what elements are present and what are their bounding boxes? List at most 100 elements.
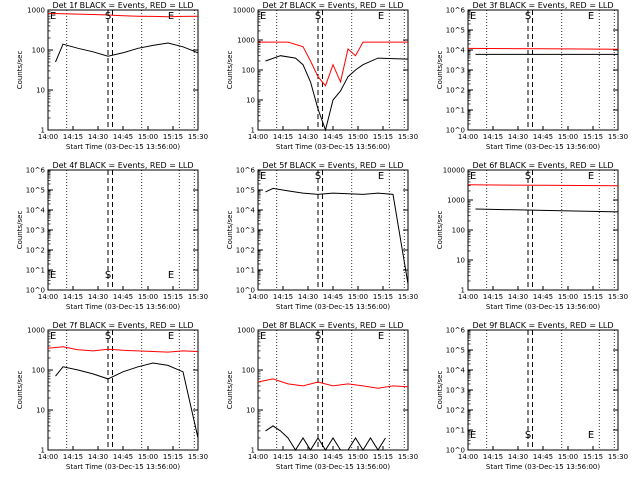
y-tick-label: 10^2 xyxy=(236,247,255,255)
panel-title: Det 8f BLACK = Events, RED = LLD xyxy=(262,321,403,330)
series-line-1 xyxy=(55,362,199,439)
y-tick-label: 10^1 xyxy=(236,267,255,275)
x-tick-label: 14:30 xyxy=(508,453,528,461)
x-tick-label: 15:15 xyxy=(373,133,393,141)
x-tick-label: 15:30 xyxy=(608,293,628,301)
series-line-1 xyxy=(55,42,199,63)
y-axis-label: Counts/sec xyxy=(16,371,24,410)
event-marker: S xyxy=(525,171,531,182)
y-axis-label: Counts/sec xyxy=(226,371,234,410)
x-axis-label: Start Time (03-Dec-15 13:56:00) xyxy=(66,143,180,151)
x-tick-label: 15:30 xyxy=(398,293,418,301)
series-line-0 xyxy=(467,184,619,187)
event-marker: E xyxy=(260,11,266,22)
y-tick-label: 10^5 xyxy=(236,187,255,195)
y-tick-label: 10 xyxy=(456,257,465,265)
plot-frame xyxy=(257,9,409,131)
x-tick-label: 15:15 xyxy=(583,133,603,141)
event-marker: E xyxy=(470,11,476,22)
y-tick-label: 10^4 xyxy=(26,207,46,215)
y-tick-label: 1 xyxy=(461,287,465,295)
panel-title: Det 4f BLACK = Events, RED = LLD xyxy=(52,161,193,170)
x-tick-label: 14:00 xyxy=(248,453,268,461)
panel-title: Det 7f BLACK = Events, RED = LLD xyxy=(52,321,193,330)
plot-frame xyxy=(467,169,619,291)
panel-4: Det 4f BLACK = Events, RED = LLD 10^0 10^1… xyxy=(16,161,208,311)
plot-frame xyxy=(467,9,619,131)
event-marker: E xyxy=(168,11,174,22)
event-marker: E xyxy=(470,171,476,182)
panel-3: Det 3f BLACK = Events, RED = LLD 10^0 10^1… xyxy=(436,1,628,151)
x-tick-label: 14:30 xyxy=(298,293,318,301)
x-tick-label: 15:15 xyxy=(583,293,603,301)
panel-title: Det 2f BLACK = Events, RED = LLD xyxy=(262,1,403,10)
y-tick-label: 1000 xyxy=(447,197,465,205)
x-tick-label: 14:45 xyxy=(533,453,553,461)
y-tick-label: 1 xyxy=(251,447,255,455)
event-marker: S xyxy=(525,11,531,22)
x-tick-label: 14:15 xyxy=(63,453,83,461)
x-tick-label: 15:00 xyxy=(138,453,158,461)
x-tick-label: 15:30 xyxy=(398,133,418,141)
x-tick-label: 14:45 xyxy=(113,293,133,301)
y-tick-label: 10^3 xyxy=(446,67,465,75)
y-axis-label: Counts/sec xyxy=(226,211,234,250)
panel-title: Det 6f BLACK = Events, RED = LLD xyxy=(472,161,613,170)
event-marker: E xyxy=(588,430,594,441)
x-tick-label: 14:00 xyxy=(38,133,58,141)
y-tick-label: 10^6 xyxy=(26,167,46,175)
panel-title: Det 3f BLACK = Events, RED = LLD xyxy=(472,1,613,10)
plot-frame xyxy=(467,329,619,451)
event-marker: S xyxy=(315,171,321,182)
y-tick-label: 10^4 xyxy=(446,47,466,55)
x-tick-label: 14:30 xyxy=(508,133,528,141)
y-tick-label: 10^4 xyxy=(446,367,466,375)
event-marker: E xyxy=(378,171,384,182)
event-marker: S xyxy=(315,331,321,342)
y-tick-label: 1 xyxy=(41,447,45,455)
x-tick-label: 14:45 xyxy=(533,133,553,141)
x-tick-label: 14:00 xyxy=(248,133,268,141)
x-axis-label: Start Time (03-Dec-15 13:56:00) xyxy=(66,303,180,311)
y-tick-label: 100 xyxy=(32,47,45,55)
y-tick-label: 10 xyxy=(36,407,45,415)
y-tick-label: 10^6 xyxy=(446,327,466,335)
x-tick-label: 14:45 xyxy=(113,133,133,141)
x-tick-label: 15:15 xyxy=(163,453,183,461)
x-tick-label: 15:15 xyxy=(583,453,603,461)
event-marker: E xyxy=(260,171,266,182)
event-marker: E xyxy=(588,11,594,22)
x-tick-label: 15:00 xyxy=(558,293,578,301)
x-tick-label: 15:30 xyxy=(608,133,628,141)
y-tick-label: 100 xyxy=(242,67,255,75)
event-marker: E xyxy=(378,11,384,22)
y-axis-label: Counts/sec xyxy=(436,51,444,90)
x-tick-label: 14:45 xyxy=(323,293,343,301)
y-axis-label: Counts/sec xyxy=(436,211,444,250)
series-line-1 xyxy=(265,425,386,451)
x-tick-label: 15:00 xyxy=(558,133,578,141)
y-tick-label: 10^0 xyxy=(236,287,255,295)
x-tick-label: 14:00 xyxy=(248,293,268,301)
y-tick-label: 10^6 xyxy=(446,7,466,15)
x-tick-label: 15:30 xyxy=(188,453,208,461)
y-axis-label: Counts/sec xyxy=(16,51,24,90)
y-tick-label: 10^3 xyxy=(26,227,45,235)
x-axis-label: Start Time (03-Dec-15 13:56:00) xyxy=(276,303,390,311)
plot-frame xyxy=(47,9,199,131)
event-marker: E xyxy=(50,11,56,22)
series-line-0 xyxy=(47,12,199,18)
y-tick-label: 100 xyxy=(242,367,255,375)
y-tick-label: 10^0 xyxy=(26,287,45,295)
panel-9: Det 9f BLACK = Events, RED = LLD 10^0 10^1… xyxy=(436,321,628,471)
y-axis-label: Counts/sec xyxy=(16,211,24,250)
event-marker: S xyxy=(105,331,111,342)
y-tick-label: 100 xyxy=(32,367,45,375)
x-tick-label: 15:00 xyxy=(348,133,368,141)
x-tick-label: 15:15 xyxy=(163,293,183,301)
series-line-0 xyxy=(257,378,409,389)
x-tick-label: 14:30 xyxy=(298,133,318,141)
x-tick-label: 15:30 xyxy=(398,453,418,461)
panel-title: Det 5f BLACK = Events, RED = LLD xyxy=(262,161,403,170)
